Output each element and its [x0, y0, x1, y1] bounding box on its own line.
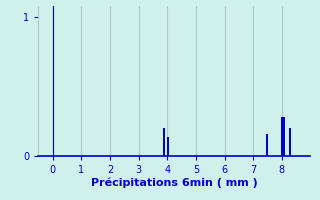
Bar: [281, 117, 285, 156]
X-axis label: Précipitations 6min ( mm ): Précipitations 6min ( mm ): [91, 178, 258, 188]
Bar: [289, 128, 291, 156]
Bar: [167, 137, 169, 156]
Bar: [267, 134, 268, 156]
Bar: [163, 128, 164, 156]
